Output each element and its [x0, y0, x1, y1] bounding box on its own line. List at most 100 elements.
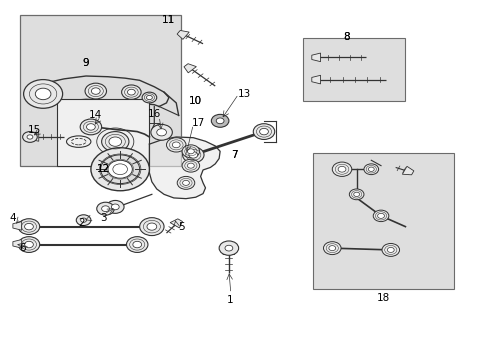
Circle shape [377, 213, 384, 219]
Circle shape [182, 159, 199, 172]
Circle shape [142, 92, 157, 103]
Circle shape [187, 163, 194, 168]
Text: 12: 12 [96, 164, 109, 174]
Text: 8: 8 [343, 32, 349, 41]
Text: 5: 5 [178, 222, 184, 231]
Text: 9: 9 [82, 58, 89, 68]
Circle shape [386, 247, 393, 252]
Circle shape [76, 215, 91, 226]
Circle shape [85, 83, 106, 99]
Circle shape [113, 164, 127, 175]
Circle shape [211, 114, 228, 127]
Circle shape [133, 241, 142, 248]
Circle shape [353, 192, 359, 197]
Circle shape [259, 129, 268, 135]
Circle shape [177, 176, 194, 189]
Circle shape [253, 124, 274, 139]
Text: 15: 15 [28, 125, 41, 135]
Circle shape [172, 142, 180, 148]
Circle shape [102, 132, 129, 152]
Circle shape [337, 166, 345, 172]
Circle shape [86, 124, 95, 130]
FancyBboxPatch shape [312, 153, 453, 289]
Circle shape [182, 147, 203, 163]
Circle shape [323, 242, 340, 255]
Text: 7: 7 [231, 150, 238, 160]
Text: 1: 1 [226, 295, 233, 305]
Circle shape [127, 89, 135, 95]
Circle shape [216, 118, 224, 124]
Circle shape [182, 145, 199, 158]
Circle shape [81, 218, 86, 222]
Polygon shape [311, 53, 320, 62]
Circle shape [328, 246, 335, 251]
Polygon shape [177, 31, 189, 39]
Circle shape [91, 148, 149, 191]
Circle shape [372, 210, 388, 222]
Circle shape [97, 202, 114, 215]
Circle shape [157, 129, 166, 136]
Circle shape [109, 137, 122, 146]
Text: 9: 9 [82, 58, 89, 68]
Text: 12: 12 [96, 164, 109, 174]
Polygon shape [13, 239, 21, 248]
Circle shape [182, 180, 189, 185]
Text: 3: 3 [100, 213, 106, 222]
Circle shape [122, 85, 141, 99]
Circle shape [140, 218, 163, 235]
Circle shape [106, 201, 124, 213]
Circle shape [363, 164, 378, 175]
Circle shape [166, 138, 185, 152]
Circle shape [146, 95, 152, 100]
Circle shape [18, 237, 40, 252]
Circle shape [101, 155, 140, 184]
Circle shape [224, 245, 232, 251]
Text: 18: 18 [376, 293, 389, 303]
Circle shape [18, 219, 40, 234]
Text: 8: 8 [343, 32, 349, 41]
Text: 7: 7 [231, 150, 238, 160]
Circle shape [22, 132, 37, 142]
Polygon shape [223, 248, 234, 255]
Polygon shape [30, 133, 39, 141]
Polygon shape [183, 64, 196, 73]
Text: 4: 4 [10, 213, 16, 222]
Circle shape [188, 152, 197, 158]
Circle shape [24, 241, 33, 248]
Circle shape [147, 223, 157, 230]
Text: 11: 11 [162, 15, 175, 26]
Circle shape [24, 224, 33, 230]
Circle shape [151, 125, 172, 140]
Polygon shape [149, 137, 220, 199]
Circle shape [27, 135, 33, 139]
FancyBboxPatch shape [303, 39, 405, 101]
Text: 11: 11 [162, 15, 175, 26]
Text: 6: 6 [20, 243, 26, 253]
Circle shape [108, 160, 132, 178]
Text: 2: 2 [78, 218, 84, 228]
Circle shape [102, 206, 109, 212]
Text: 16: 16 [147, 109, 161, 119]
Circle shape [35, 88, 51, 100]
Polygon shape [311, 75, 320, 84]
Polygon shape [402, 166, 413, 175]
Text: 13: 13 [237, 89, 251, 99]
Circle shape [187, 149, 194, 154]
FancyBboxPatch shape [57, 99, 149, 166]
Circle shape [348, 189, 363, 200]
Circle shape [367, 167, 373, 171]
FancyBboxPatch shape [20, 15, 181, 166]
Circle shape [381, 243, 399, 256]
Polygon shape [170, 219, 182, 228]
Circle shape [111, 204, 119, 210]
Circle shape [126, 237, 148, 252]
Text: 10: 10 [189, 96, 202, 106]
Circle shape [331, 162, 351, 176]
Circle shape [23, 80, 62, 108]
Circle shape [91, 88, 100, 94]
Circle shape [80, 119, 102, 135]
Polygon shape [13, 222, 21, 230]
Text: 14: 14 [89, 111, 102, 121]
Text: 17: 17 [191, 118, 204, 128]
Circle shape [219, 241, 238, 255]
